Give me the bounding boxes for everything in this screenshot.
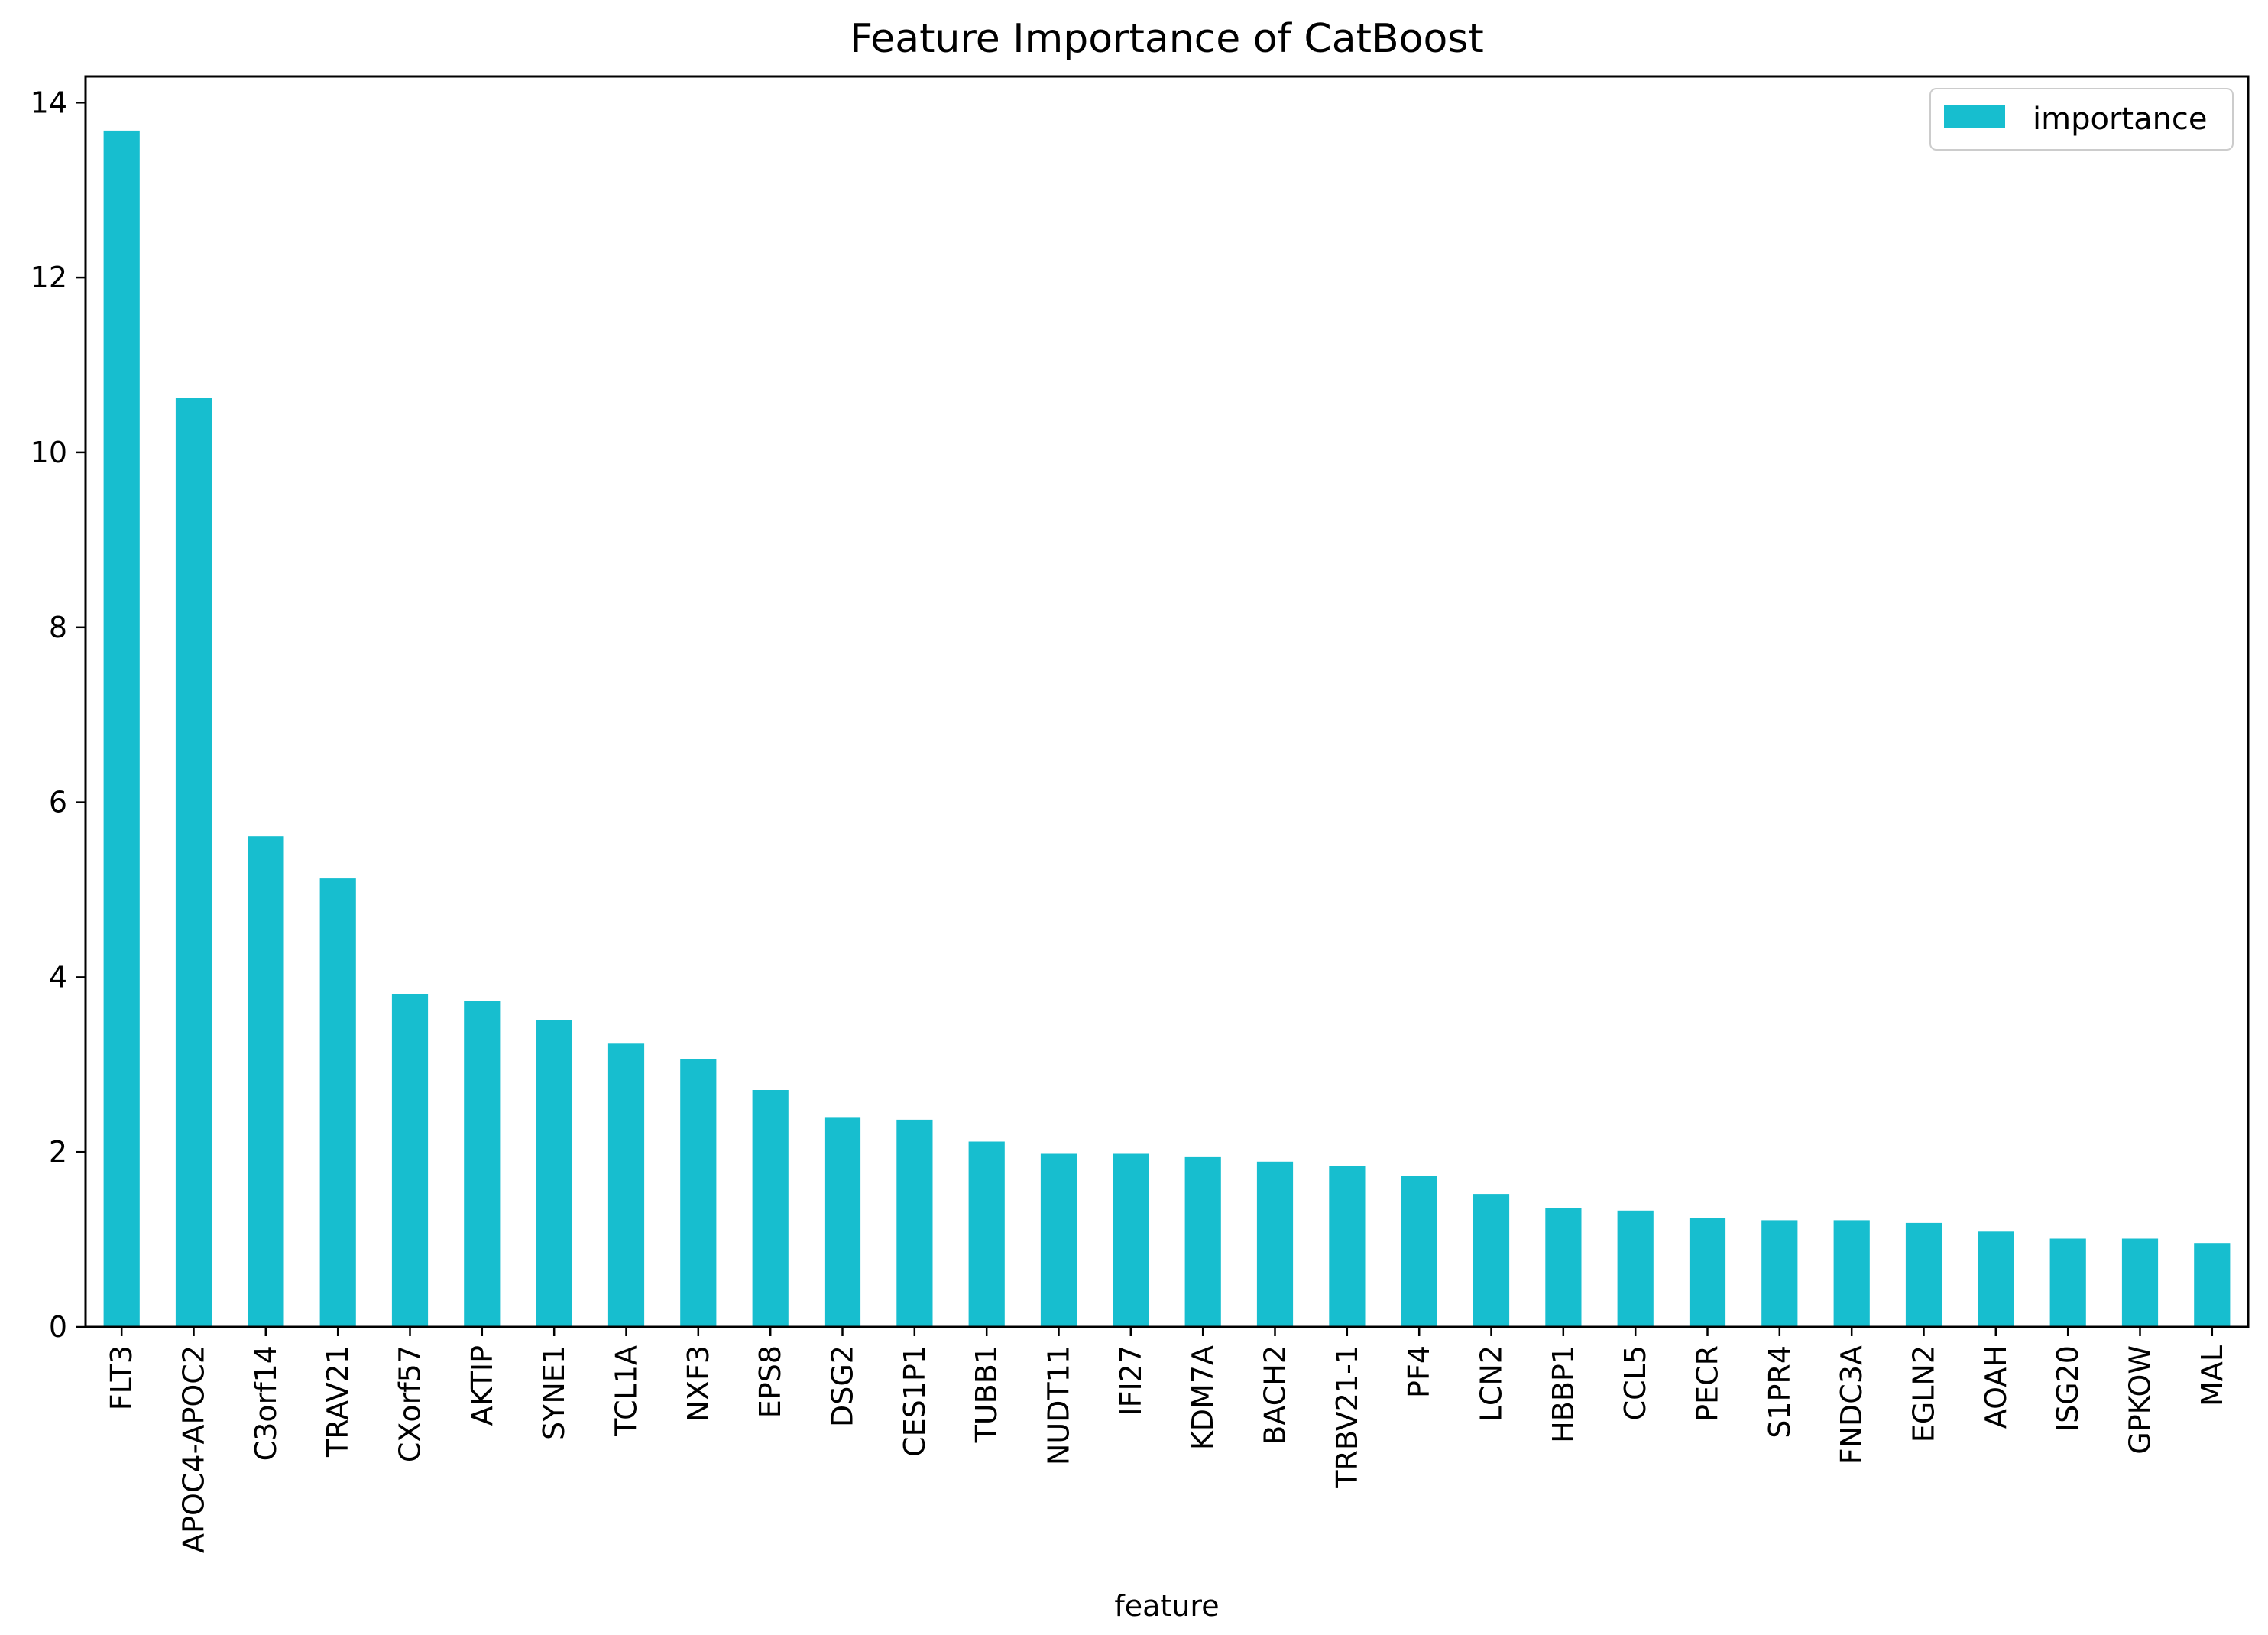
bar-c3orf14 bbox=[248, 836, 284, 1327]
bar-pecr bbox=[1689, 1218, 1726, 1327]
x-tick-label: APOC4-APOC2 bbox=[177, 1345, 211, 1553]
x-tick-label: TCL1A bbox=[610, 1345, 643, 1437]
bar-fndc3a bbox=[1833, 1220, 1870, 1327]
y-tick-label: 4 bbox=[49, 960, 67, 994]
x-tick-label: FNDC3A bbox=[1835, 1345, 1868, 1465]
bar-flt3 bbox=[103, 130, 140, 1327]
bar-pf4 bbox=[1401, 1176, 1437, 1327]
bar-tcl1a bbox=[608, 1043, 645, 1327]
x-tick-label: CES1P1 bbox=[898, 1345, 932, 1457]
bar-egln2 bbox=[1905, 1222, 1942, 1327]
bar-cxorf57 bbox=[391, 994, 429, 1327]
bar-nudt11 bbox=[1040, 1153, 1077, 1327]
x-axis-label: feature bbox=[1114, 1589, 1219, 1623]
x-tick-label: TRAV21 bbox=[321, 1345, 355, 1458]
bar-hbbp1 bbox=[1545, 1208, 1582, 1327]
x-tick-label: EGLN2 bbox=[1907, 1345, 1941, 1442]
bar-ces1p1 bbox=[896, 1119, 933, 1327]
bar-aoah bbox=[1978, 1231, 2014, 1327]
bar-ccl5 bbox=[1617, 1210, 1654, 1327]
bar-aktip bbox=[464, 1001, 501, 1327]
legend-swatch bbox=[1944, 105, 2005, 128]
x-tick-label: PECR bbox=[1691, 1345, 1725, 1422]
bar-syne1 bbox=[536, 1020, 572, 1327]
x-tick-label: ISG20 bbox=[2051, 1345, 2085, 1432]
plot-frame bbox=[84, 75, 2250, 1328]
x-tick-label: LCN2 bbox=[1475, 1345, 1508, 1422]
x-tick-label: NXF3 bbox=[682, 1345, 715, 1423]
x-tick-label: FLT3 bbox=[105, 1345, 138, 1410]
bars-group bbox=[103, 130, 2231, 1327]
y-tick-label: 12 bbox=[31, 261, 67, 294]
x-tick-label: SYNE1 bbox=[537, 1345, 571, 1440]
bar-tubb1 bbox=[968, 1141, 1005, 1327]
x-tick-label: GPKOW bbox=[2124, 1345, 2157, 1455]
y-tick-label: 14 bbox=[31, 86, 67, 119]
bar-dsg2 bbox=[824, 1117, 861, 1327]
x-tick-label: KDM7A bbox=[1186, 1345, 1220, 1450]
bar-ifi27 bbox=[1113, 1153, 1149, 1327]
bar-trav21 bbox=[319, 878, 356, 1327]
x-tick-label: HBBP1 bbox=[1547, 1345, 1580, 1443]
legend: importance bbox=[1929, 88, 2234, 151]
bar-s1pr4 bbox=[1761, 1220, 1798, 1327]
bar-lcn2 bbox=[1473, 1194, 1510, 1327]
chart-title: Feature Importance of CatBoost bbox=[850, 16, 1484, 62]
bar-nxf3 bbox=[680, 1059, 717, 1327]
y-tick-label: 6 bbox=[49, 786, 67, 819]
x-tick-label: MAL bbox=[2195, 1345, 2229, 1406]
y-tick-label: 2 bbox=[49, 1135, 67, 1169]
x-tick-label: CXorf57 bbox=[394, 1345, 427, 1462]
x-tick-label: TUBB1 bbox=[970, 1345, 1003, 1443]
x-tick-label: IFI27 bbox=[1114, 1345, 1148, 1416]
bar-eps8 bbox=[752, 1090, 789, 1327]
x-tick-label: C3orf14 bbox=[249, 1345, 283, 1461]
legend-label-importance: importance bbox=[2033, 102, 2208, 137]
x-tick-label: PF4 bbox=[1402, 1345, 1436, 1398]
x-tick-label: DSG2 bbox=[826, 1345, 860, 1427]
bar-kdm7a bbox=[1184, 1156, 1221, 1327]
x-axis-ticks: FLT3 APOC4-APOC2 C3orf14 TRAV21 CXorf57 AKTIP… bbox=[105, 1327, 2229, 1553]
bar-mal bbox=[2194, 1243, 2231, 1327]
x-tick-label: CCL5 bbox=[1618, 1345, 1652, 1420]
x-tick-label: AOAH bbox=[1979, 1345, 2013, 1429]
y-tick-label: 10 bbox=[31, 436, 67, 469]
x-tick-label: NUDT11 bbox=[1042, 1345, 1076, 1465]
legend-box bbox=[1929, 88, 2234, 151]
x-tick-label: EPS8 bbox=[753, 1345, 787, 1418]
x-tick-label: BACH2 bbox=[1259, 1345, 1292, 1445]
x-tick-label: AKTIP bbox=[465, 1345, 499, 1426]
bar-gpkow bbox=[2121, 1238, 2159, 1327]
bar-bach2 bbox=[1256, 1161, 1294, 1327]
bar-trbv21-1 bbox=[1329, 1166, 1366, 1327]
bar-isg20 bbox=[2049, 1238, 2086, 1327]
y-tick-label: 8 bbox=[49, 611, 67, 644]
x-tick-label: TRBV21-1 bbox=[1330, 1345, 1364, 1489]
y-tick-label: 0 bbox=[49, 1310, 67, 1344]
bar-apoc4-apoc2 bbox=[175, 398, 212, 1327]
x-tick-label: S1PR4 bbox=[1763, 1345, 1797, 1439]
y-axis-ticks: 0 2 4 6 8 10 12 14 bbox=[31, 86, 86, 1344]
